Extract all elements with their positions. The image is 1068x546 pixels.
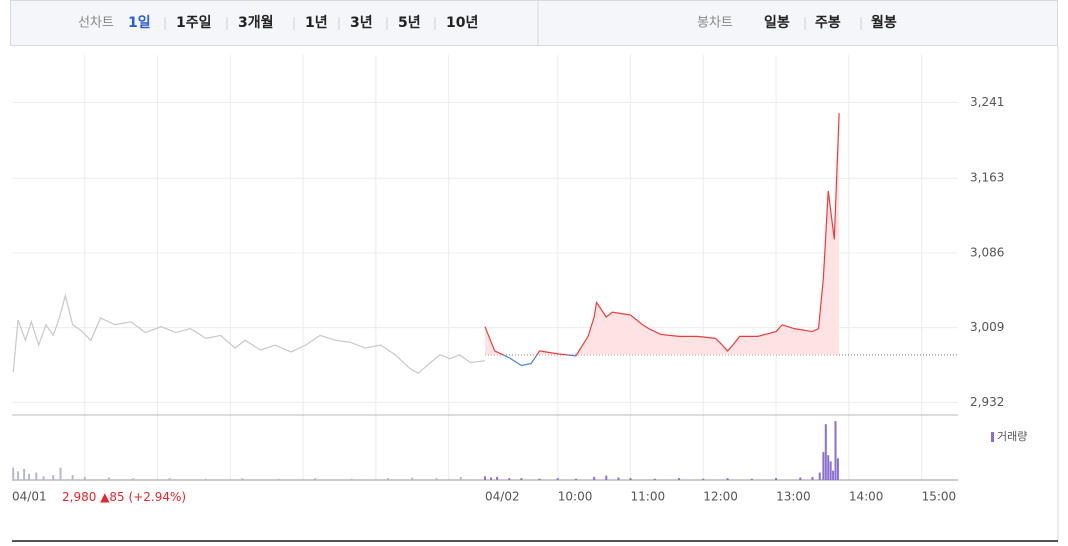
volume-bar (108, 477, 111, 480)
candle-tab[interactable]: 일봉 (764, 15, 790, 31)
volume-bar (35, 472, 38, 480)
volume-bar (824, 424, 827, 480)
volume-bar (617, 477, 620, 480)
period-tab[interactable]: 10년 (446, 15, 478, 31)
price-info: 2,980 ▲85 (+2.94%) (62, 490, 186, 504)
volume-bar (605, 475, 608, 480)
volume-bar (496, 476, 499, 480)
volume-bar (556, 478, 559, 480)
x-tick-label: 04/02 (485, 490, 520, 504)
x-tick-label: 14:00 (849, 490, 884, 504)
volume-bar (205, 478, 208, 480)
volume-bar (23, 468, 26, 480)
volume-bar (836, 458, 839, 480)
volume-bar (52, 475, 55, 480)
volume-bar (829, 461, 832, 480)
volume-bar (827, 455, 830, 480)
candle-tab[interactable]: 월봉 (871, 14, 897, 31)
volume-bar (490, 477, 493, 480)
volume-bar (822, 452, 825, 480)
volume-bar (27, 473, 30, 480)
x-tick-label: 04/01 (12, 490, 47, 504)
candle-chart-label: 봉차트 (697, 16, 733, 31)
period-tab[interactable]: 1일 (128, 15, 151, 31)
volume-bar (653, 478, 656, 480)
y-tick-label: 3,009 (970, 320, 1004, 334)
period-tab[interactable]: 5년 (398, 15, 421, 31)
volume-bar (42, 476, 45, 480)
volume-bar (484, 476, 486, 480)
legend-label: 거래량 (997, 430, 1027, 443)
volume-bar (818, 472, 821, 480)
y-tick-label: 3,163 (970, 171, 1004, 185)
volume-bar (726, 478, 729, 480)
volume-bar (593, 476, 596, 480)
volume-bar (678, 478, 681, 480)
x-tick-label: 10:00 (558, 490, 593, 504)
x-tick-label: 15:00 (922, 490, 957, 504)
period-tab[interactable]: 1년 (305, 15, 328, 31)
y-tick-label: 2,932 (970, 395, 1004, 409)
y-tick-label: 3,086 (970, 245, 1004, 259)
volume-bar (350, 478, 353, 480)
period-tab[interactable]: 3년 (350, 15, 373, 31)
x-tick-label: 12:00 (703, 490, 738, 504)
price: 2,980 (62, 490, 96, 504)
volume-bar (277, 478, 280, 480)
y-tick-label: 3,241 (970, 95, 1004, 109)
x-tick-label: 13:00 (776, 490, 811, 504)
volume-bar (83, 476, 86, 480)
volume-bar (834, 421, 837, 480)
volume-bar (775, 478, 778, 480)
volume-bar (574, 478, 577, 480)
period-tab[interactable]: 3개월 (238, 14, 274, 31)
volume-bar (59, 467, 62, 480)
volume-bar (520, 478, 523, 480)
volume-bar (411, 477, 414, 480)
volume-bar (459, 476, 462, 480)
volume-bar (538, 478, 541, 480)
volume-bar (750, 478, 753, 480)
period-tab[interactable]: 1주일 (176, 15, 212, 31)
volume-bar (702, 478, 705, 480)
change: ▲85 (100, 490, 125, 504)
volume-bar (314, 478, 317, 480)
volume-bar (386, 478, 389, 480)
line-chart-label: 선차트 (78, 16, 114, 31)
volume-bar (132, 478, 135, 480)
legend-swatch (991, 432, 994, 442)
volume-bar (168, 478, 171, 480)
volume-bar (71, 475, 74, 480)
candle-tab[interactable]: 주봉 (815, 15, 841, 31)
volume-bar (12, 467, 15, 480)
rate: (+2.94%) (129, 490, 187, 504)
volume-bar (435, 478, 438, 480)
price-line (12, 293, 486, 375)
volume-bar (832, 470, 835, 480)
price-line (484, 113, 840, 367)
tab-bar (10, 0, 1058, 46)
volume-bar (799, 477, 802, 480)
volume-bar (17, 471, 20, 480)
volume-bar (508, 478, 511, 480)
volume-bar (629, 478, 632, 480)
x-tick-label: 11:00 (631, 490, 666, 504)
volume-bar (241, 478, 244, 480)
volume-bar (811, 476, 814, 480)
